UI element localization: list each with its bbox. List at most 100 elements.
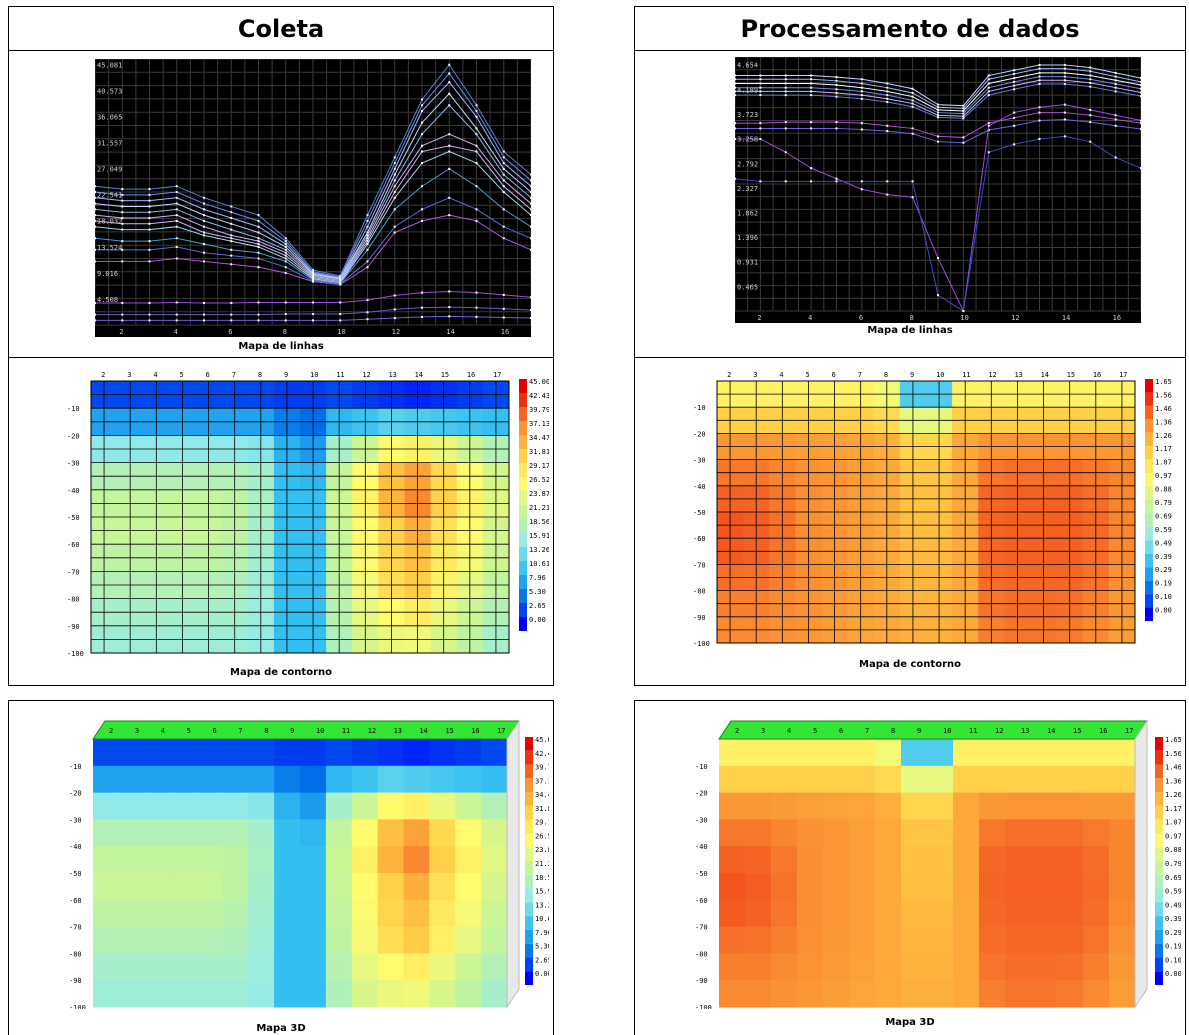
heat-cell <box>351 819 379 847</box>
data-point <box>148 240 151 243</box>
data-point <box>530 317 531 320</box>
heat-cell <box>429 953 456 981</box>
data-point <box>284 248 287 251</box>
heat-cell <box>875 953 902 981</box>
heat-cell <box>325 953 353 981</box>
legend-swatch <box>525 764 533 779</box>
x-tick-label: 12 <box>995 727 1003 735</box>
data-point <box>121 222 124 225</box>
heat-cell <box>144 765 172 794</box>
heat-cell <box>823 873 850 901</box>
heat-cell <box>274 926 301 954</box>
legend-label: 2.65 <box>529 602 546 610</box>
y-tick-label: -50 <box>67 514 80 522</box>
heat-cell <box>93 953 120 981</box>
heat-cell <box>274 980 301 1008</box>
heat-cell <box>849 792 876 820</box>
heat-cell <box>979 739 1006 767</box>
data-point <box>502 167 505 170</box>
heat-cell <box>429 739 456 767</box>
data-point <box>810 82 813 85</box>
data-point <box>95 185 96 188</box>
data-point <box>366 318 369 321</box>
data-point <box>257 219 260 222</box>
data-point <box>475 291 478 294</box>
heat-cell <box>797 953 824 981</box>
legend-label: 15.91 <box>529 532 549 540</box>
heat-cell <box>927 846 954 874</box>
data-point <box>1063 79 1066 82</box>
data-point <box>312 276 314 279</box>
data-point <box>366 237 369 240</box>
data-point <box>962 117 965 120</box>
data-point <box>95 237 96 240</box>
data-point <box>203 313 205 316</box>
heat-cell <box>1083 873 1110 901</box>
data-point <box>835 91 838 94</box>
data-point <box>148 222 151 225</box>
proc-title: Processamento de dados <box>635 7 1185 51</box>
legend-swatch <box>519 463 527 477</box>
data-point <box>735 86 736 89</box>
heat-cell <box>875 899 902 928</box>
data-point <box>937 111 939 114</box>
heat-cell <box>1109 819 1136 847</box>
data-point <box>312 301 314 304</box>
data-point <box>530 179 531 182</box>
heat-cell <box>118 980 146 1008</box>
heat-cell <box>875 926 902 954</box>
x-tick-label: 13 <box>394 727 402 735</box>
heat-cell <box>979 980 1006 1008</box>
heat-cell <box>823 899 850 928</box>
x-tick-label: 15 <box>1073 727 1081 735</box>
y-tick-label: 31.557 <box>97 140 122 148</box>
data-point <box>810 180 813 183</box>
data-point <box>312 277 314 280</box>
heat-cell <box>823 926 850 954</box>
data-point <box>448 290 451 293</box>
data-point <box>1140 167 1141 170</box>
heat-cell <box>170 819 197 847</box>
data-point <box>1140 84 1141 87</box>
x-tick-label: 13 <box>1014 371 1022 379</box>
heat-cell <box>719 873 746 901</box>
data-point <box>475 104 478 107</box>
data-point <box>759 78 762 81</box>
x-tick-label: 16 <box>467 371 475 379</box>
heat-cell <box>429 765 456 794</box>
data-point <box>784 82 787 85</box>
legend-swatch <box>519 449 527 463</box>
legend-label: 21.21 <box>529 504 549 512</box>
legend-swatch <box>519 491 527 505</box>
data-point <box>203 251 205 254</box>
heat-cell <box>901 739 928 767</box>
y-tick-label: 0.931 <box>737 259 758 267</box>
data-point <box>735 177 736 180</box>
y-tick-label: -60 <box>693 535 706 543</box>
data-point <box>203 234 205 237</box>
heat-cell <box>118 765 146 794</box>
legend-label: 0.49 <box>1155 539 1172 547</box>
data-point <box>393 185 396 188</box>
data-point <box>284 260 287 263</box>
data-point <box>95 202 96 205</box>
data-point <box>339 301 342 304</box>
heat-cell <box>823 980 850 1008</box>
heat-cell <box>1031 765 1058 794</box>
y-tick-label: -80 <box>69 950 82 958</box>
data-point <box>1140 122 1141 125</box>
heat-cell <box>481 873 508 901</box>
legend-label: 1.07 <box>1165 819 1181 827</box>
data-point <box>121 217 124 220</box>
heat-cell <box>481 980 508 1008</box>
heat-cell <box>797 926 824 954</box>
data-point <box>366 299 369 302</box>
heat-cell <box>719 846 746 874</box>
proc-3d-caption: Mapa 3D <box>885 1017 935 1028</box>
heat-cell <box>403 846 430 874</box>
heat-cell <box>377 846 404 874</box>
data-point <box>284 319 287 322</box>
heat-cell <box>1005 953 1032 981</box>
heat-cell <box>274 739 301 767</box>
legend-swatch <box>1145 446 1153 460</box>
